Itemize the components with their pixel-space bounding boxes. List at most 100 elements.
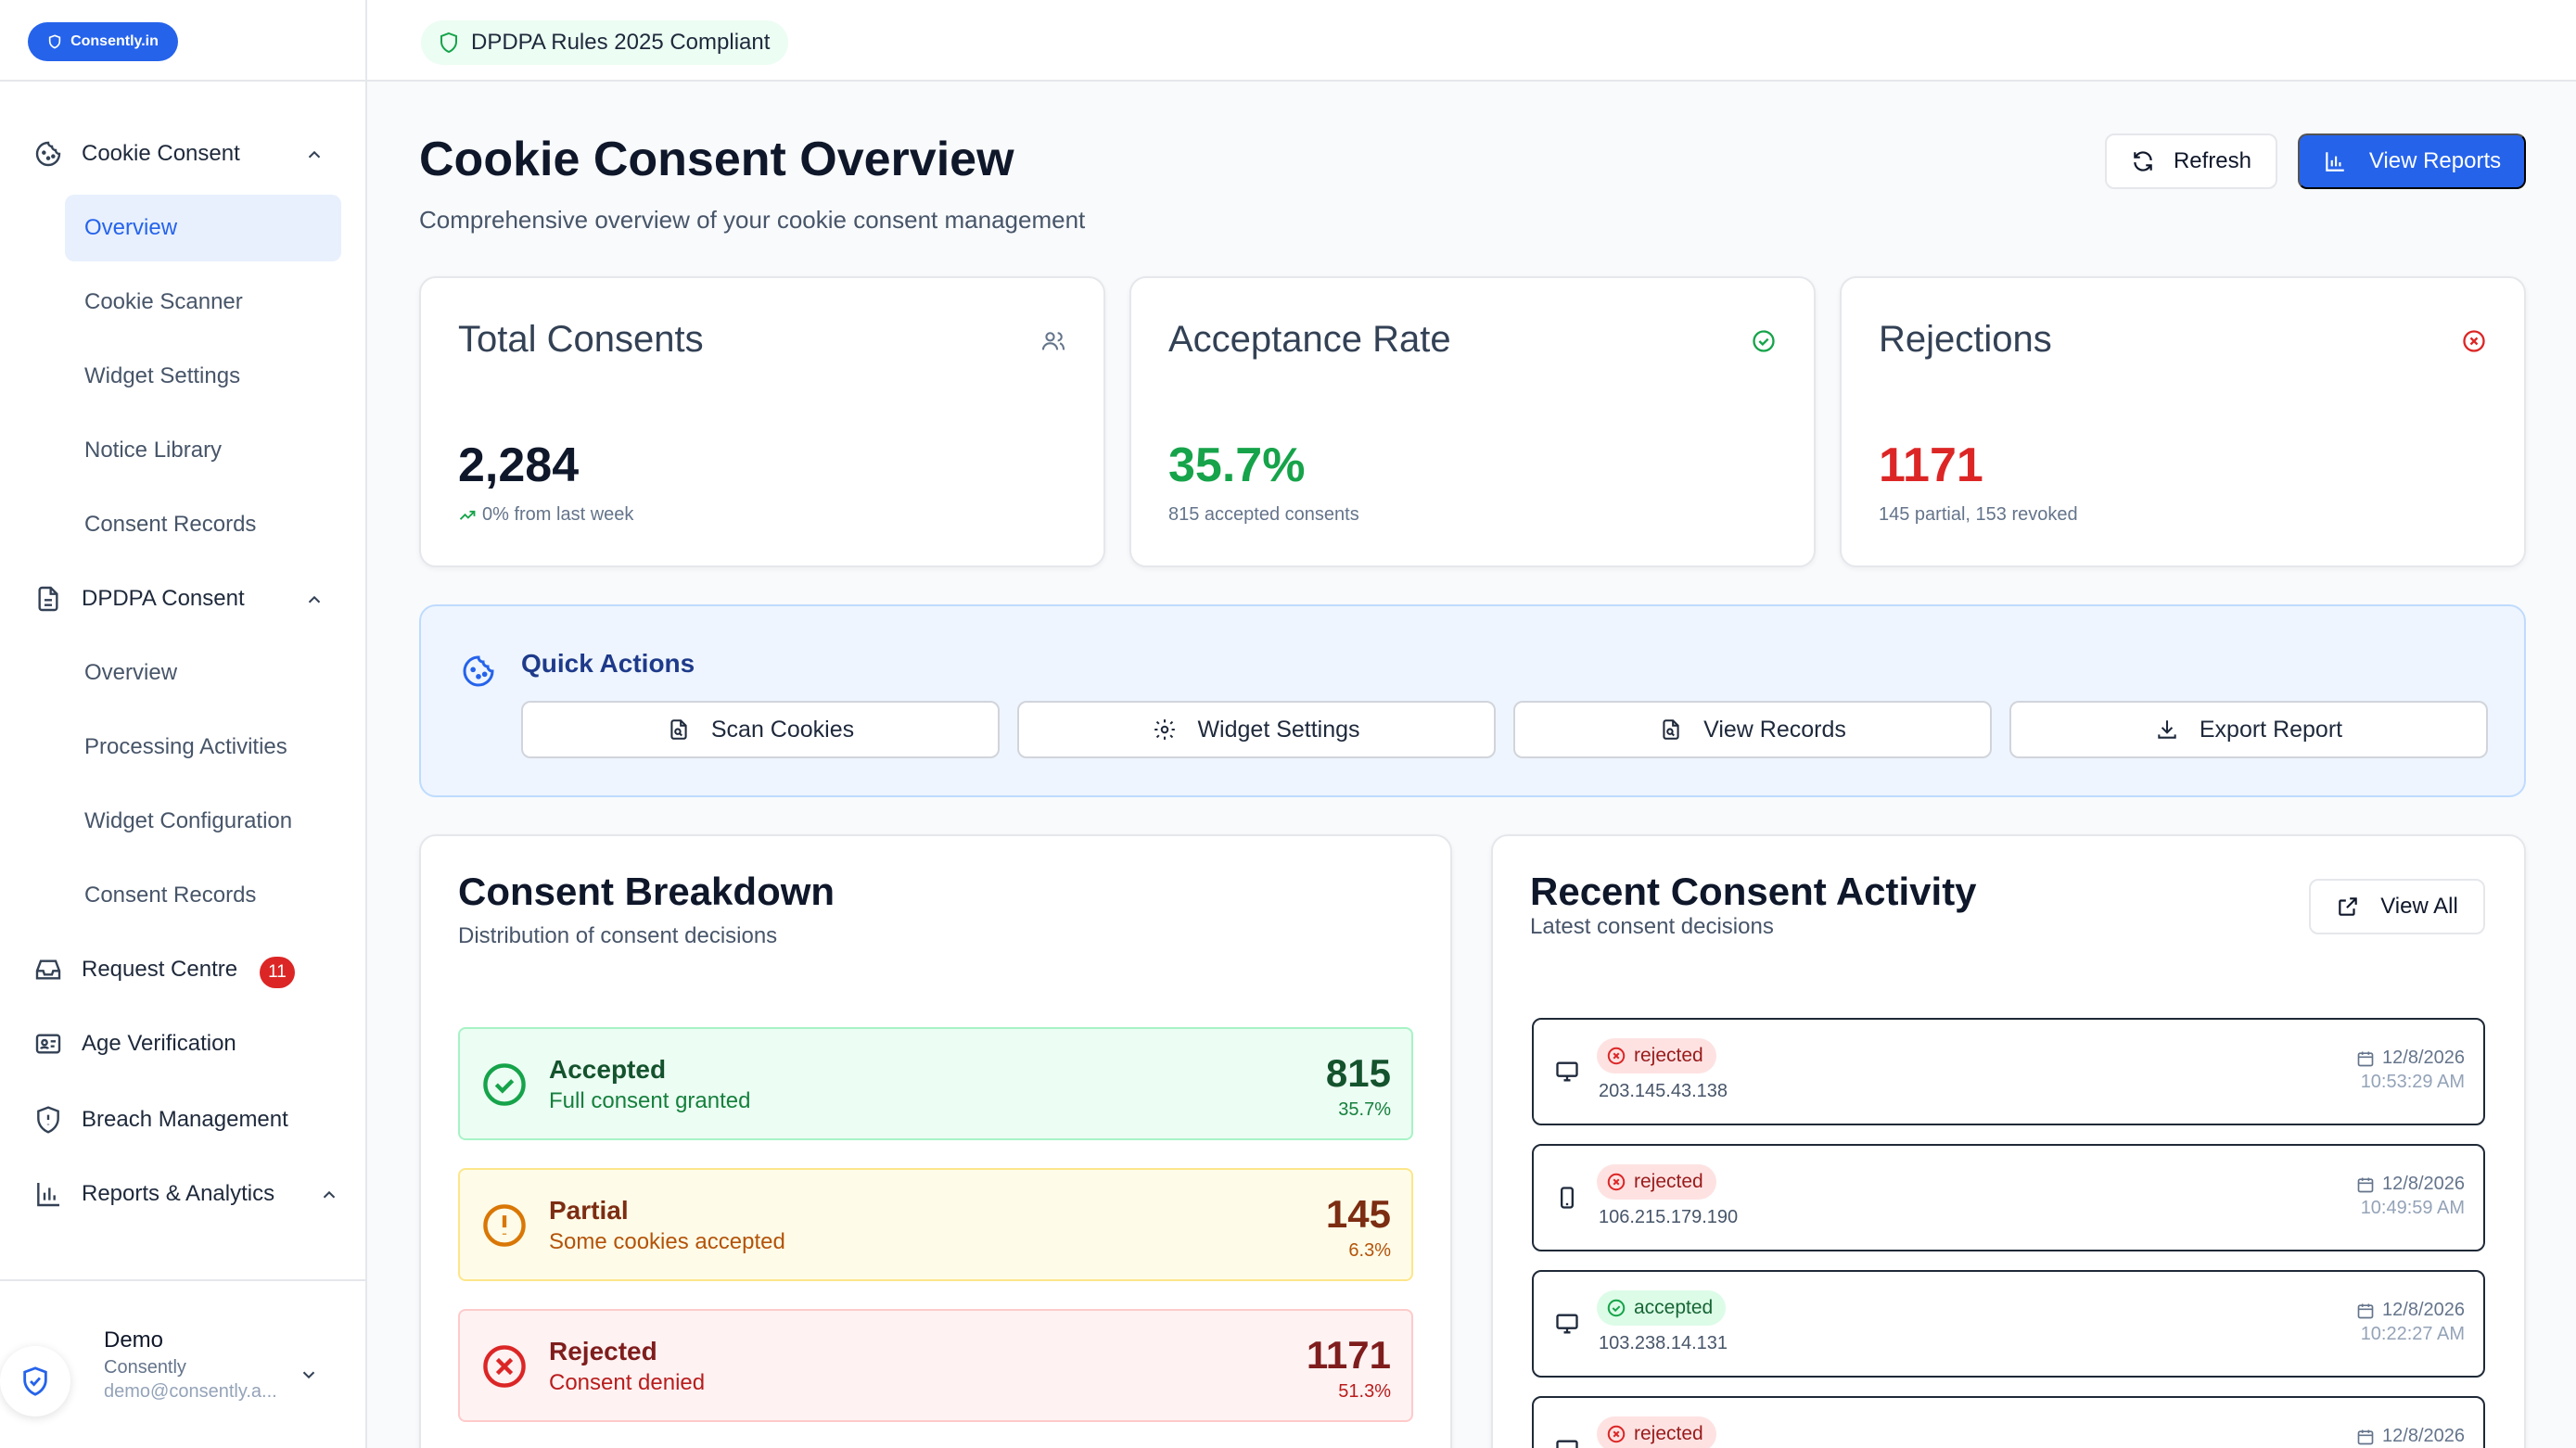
sidebar-item-breach-management[interactable]: Breach Management [33, 1094, 339, 1146]
activity-date-text: 12/8/2026 [2382, 1426, 2465, 1446]
breakdown-label: Partial [549, 1196, 629, 1225]
activity-date-text: 12/8/2026 [2382, 1300, 2465, 1320]
avatar [0, 1346, 70, 1416]
breakdown-count: 1171 [1306, 1333, 1391, 1377]
page-subtitle: Comprehensive overview of your cookie co… [419, 206, 1086, 234]
sidebar-item-request-centre[interactable]: Request Centre 11 [33, 944, 339, 996]
view-reports-button[interactable]: View Reports [2298, 133, 2526, 189]
chevron-up-icon [304, 145, 325, 165]
sidebar-item-widget-settings[interactable]: Widget Settings [65, 343, 341, 410]
user-menu[interactable]: Demo Consently demo@consently.a... [0, 1279, 365, 1448]
view-reports-label: View Reports [2368, 148, 2502, 173]
sidebar-item-notice-library[interactable]: Notice Library [65, 417, 341, 484]
sidebar-item-label: Widget Configuration [84, 808, 293, 833]
sidebar-item-cookie-consent-records[interactable]: Consent Records [65, 491, 341, 558]
status-text: accepted [1634, 1297, 1714, 1318]
sidebar-item-label: Breach Management [82, 1107, 288, 1132]
top-bar: DPDPA Rules 2025 Compliant [367, 0, 2576, 82]
status-text: rejected [1634, 1171, 1703, 1192]
calendar-icon [2356, 1175, 2375, 1194]
activity-date: 12/8/2026 [2356, 1174, 2465, 1195]
breakdown-count: 815 [1325, 1051, 1391, 1095]
export-report-label: Export Report [2199, 716, 2343, 743]
x-circle-icon [1606, 1172, 1626, 1192]
stat-note: 0% from last week [458, 504, 633, 526]
shield-alert-icon [33, 1105, 63, 1135]
breakdown-row-rejected: Rejected Consent denied 1171 51.3% [458, 1309, 1413, 1422]
check-circle-icon [1606, 1298, 1626, 1318]
sidebar-item-age-verification[interactable]: Age Verification [33, 1018, 339, 1070]
widget-settings-label: Widget Settings [1197, 716, 1360, 743]
view-all-label: View All [2380, 894, 2458, 919]
stat-card-total-consents: Total Consents 2,284 0% from last week [419, 276, 1105, 567]
activity-row[interactable]: rejected 203.145.43.138 12/8/2026 10:53:… [1532, 1018, 2485, 1125]
activity-ip: 203.145.43.138 [1599, 1081, 1728, 1101]
activity-row[interactable]: accepted 103.238.14.131 12/8/2026 10:22:… [1532, 1270, 2485, 1378]
activity-row[interactable]: rejected 106.215.179.190 12/8/2026 10:49… [1532, 1144, 2485, 1251]
stat-title: Total Consents [458, 319, 704, 360]
export-report-button[interactable]: Export Report [2009, 701, 2488, 758]
stat-title: Rejections [1879, 319, 2052, 360]
stat-card-rejections: Rejections 1171 145 partial, 153 revoked [1840, 276, 2526, 567]
scan-cookies-button[interactable]: Scan Cookies [521, 701, 1000, 758]
section-title: Consent Breakdown [458, 870, 835, 913]
cookie-icon [460, 653, 497, 690]
bar-chart-icon [33, 1179, 63, 1209]
section-subtitle: Latest consent decisions [1530, 914, 1774, 939]
consent-breakdown-card: Consent Breakdown Distribution of consen… [419, 834, 1452, 1448]
alert-circle-icon [480, 1201, 529, 1250]
breakdown-count: 145 [1325, 1192, 1391, 1236]
sidebar-item-widget-configuration[interactable]: Widget Configuration [65, 788, 341, 855]
compliance-text: DPDPA Rules 2025 Compliant [471, 30, 771, 55]
chevron-down-icon[interactable] [299, 1365, 319, 1385]
calendar-icon [2356, 1428, 2375, 1446]
user-email: demo@consently.a... [104, 1381, 277, 1402]
sidebar-item-label: Processing Activities [84, 734, 287, 759]
view-all-button[interactable]: View All [2309, 879, 2485, 934]
breakdown-percent: 35.7% [1338, 1099, 1391, 1120]
trending-up-icon [458, 506, 477, 525]
users-icon [1040, 328, 1066, 354]
shield-icon [47, 33, 62, 50]
request-count-badge: 11 [260, 957, 295, 988]
page-title: Cookie Consent Overview [419, 133, 1014, 186]
x-circle-icon [1606, 1424, 1626, 1444]
widget-settings-button[interactable]: Widget Settings [1017, 701, 1496, 758]
sidebar-item-processing-activities[interactable]: Processing Activities [65, 714, 341, 781]
x-circle-icon [480, 1342, 529, 1391]
view-records-label: View Records [1703, 716, 1846, 743]
scan-cookies-label: Scan Cookies [710, 716, 855, 743]
stat-title: Acceptance Rate [1168, 319, 1451, 360]
sidebar-item-dpdpa-overview[interactable]: Overview [65, 640, 341, 706]
view-records-button[interactable]: View Records [1513, 701, 1992, 758]
sidebar-item-dpdpa-consent-records[interactable]: Consent Records [65, 862, 341, 929]
stat-note: 145 partial, 153 revoked [1879, 504, 2078, 525]
brand-name: Consently.in [70, 33, 159, 49]
status-badge: rejected [1597, 1164, 1716, 1200]
activity-date-text: 12/8/2026 [2382, 1174, 2465, 1194]
download-icon [2155, 718, 2179, 742]
calendar-icon [2356, 1049, 2375, 1068]
sidebar-item-cookie-scanner[interactable]: Cookie Scanner [65, 269, 341, 336]
stat-note: 815 accepted consents [1168, 504, 1359, 525]
recent-activity-card: Recent Consent Activity Latest consent d… [1491, 834, 2526, 1448]
stat-card-acceptance-rate: Acceptance Rate 35.7% 815 accepted conse… [1129, 276, 1816, 567]
sidebar-section-cookie-consent[interactable]: Cookie Consent [33, 128, 339, 180]
breakdown-label: Rejected [549, 1337, 657, 1365]
breakdown-percent: 6.3% [1348, 1240, 1391, 1261]
stat-note-text: 0% from last week [482, 504, 634, 525]
sidebar-item-label: Consent Records [84, 883, 257, 908]
breakdown-percent: 51.3% [1338, 1381, 1391, 1402]
section-title: Recent Consent Activity [1530, 870, 1977, 913]
phone-icon [1554, 1185, 1580, 1211]
compliance-badge: DPDPA Rules 2025 Compliant [421, 20, 789, 65]
sidebar-section-dpdpa-consent[interactable]: DPDPA Consent [33, 573, 339, 625]
activity-time: 10:49:59 AM [2360, 1198, 2465, 1218]
activity-row[interactable]: rejected 12/8/2026 [1532, 1396, 2485, 1448]
sidebar-item-cookie-overview[interactable]: Overview [65, 195, 341, 261]
refresh-button[interactable]: Refresh [2105, 133, 2277, 189]
sidebar-section-reports-analytics[interactable]: Reports & Analytics [33, 1168, 339, 1220]
brand-logo-button[interactable]: Consently.in [28, 22, 178, 61]
breakdown-desc: Consent denied [549, 1370, 706, 1395]
activity-ip: 103.238.14.131 [1599, 1333, 1728, 1353]
